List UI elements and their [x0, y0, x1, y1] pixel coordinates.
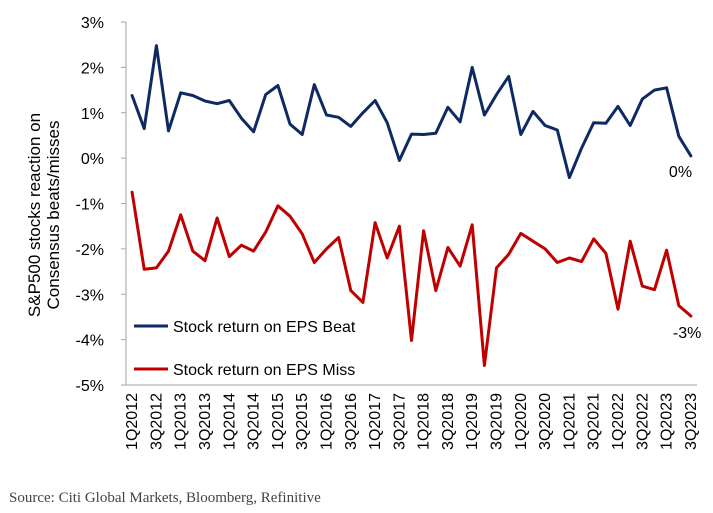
- y-tick-label: -2%: [76, 242, 104, 259]
- source-note: Source: Citi Global Markets, Bloomberg, …: [9, 490, 321, 506]
- y-tick-label: -3%: [76, 287, 104, 304]
- y-tick-label: -4%: [76, 333, 104, 350]
- x-tick-label: 1Q2012: [124, 393, 141, 450]
- y-tick-labels: 3% 2% 1% 0% -1% -2% -3% -4% -5%: [76, 15, 104, 395]
- x-tick-label: 3Q2017: [391, 393, 408, 450]
- x-tick-label: 3Q2012: [148, 393, 165, 450]
- y-axis-label: S&P500 stocks reaction on Consensus beats…: [25, 113, 63, 317]
- x-tick-label: 1Q2020: [513, 393, 530, 450]
- y-tick-label: 2%: [81, 60, 104, 77]
- y-tick-label: -5%: [76, 378, 104, 395]
- x-tick-label: 3Q2023: [683, 393, 700, 450]
- x-tick-label: 1Q2017: [367, 393, 384, 450]
- x-tick-label: 3Q2020: [537, 393, 554, 450]
- y-axis-label-line: S&P500 stocks reaction on: [25, 113, 44, 317]
- y-tick-label: 0%: [81, 151, 104, 168]
- x-tick-label: 3Q2022: [634, 393, 651, 450]
- y-tick-label: 1%: [81, 106, 104, 123]
- x-tick-label: 1Q2021: [561, 393, 578, 450]
- x-tick-label: 1Q2014: [221, 393, 238, 450]
- end-value-label: -3%: [673, 325, 701, 342]
- x-tick-label: 3Q2019: [489, 393, 506, 450]
- legend-label: Stock return on EPS Miss: [173, 362, 355, 379]
- series-lines: [130, 44, 693, 367]
- x-tick-label: 3Q2013: [197, 393, 214, 450]
- x-tick-label: 3Q2021: [586, 393, 603, 450]
- x-tick-label: 1Q2013: [173, 393, 190, 450]
- end-value-label: 0%: [669, 164, 692, 181]
- y-axis-label-line: Consensus beats/misses: [44, 121, 63, 310]
- x-tick-label: 3Q2014: [246, 393, 263, 450]
- x-tick-label: 3Q2016: [343, 393, 360, 450]
- y-tick-label: 3%: [81, 15, 104, 32]
- chart: S&P500 stocks reaction on Consensus beats…: [25, 15, 701, 450]
- x-tick-label: 1Q2022: [610, 393, 627, 450]
- x-tick-label: 1Q2016: [318, 393, 335, 450]
- x-tick-label: 1Q2015: [270, 393, 287, 450]
- x-tick-label: 1Q2023: [659, 393, 676, 450]
- x-tick-labels: 1Q2012 3Q2012 1Q2013 3Q2013 1Q2014 3Q2014 1Q20…: [124, 393, 700, 450]
- y-tick-label: -1%: [76, 197, 104, 214]
- legend-label: Stock return on EPS Beat: [173, 319, 356, 336]
- x-tick-label: 3Q2018: [440, 393, 457, 450]
- x-tick-label: 3Q2015: [294, 393, 311, 450]
- end-labels: 0% -3%: [669, 164, 701, 342]
- series-line-eps-miss: [130, 190, 693, 367]
- legend: Stock return on EPS Beat Stock return on …: [134, 319, 356, 379]
- x-tick-label: 1Q2018: [416, 393, 433, 450]
- series-line-eps-beat: [130, 44, 693, 180]
- axis-lines: [121, 21, 697, 386]
- x-tick-label: 1Q2019: [464, 393, 481, 450]
